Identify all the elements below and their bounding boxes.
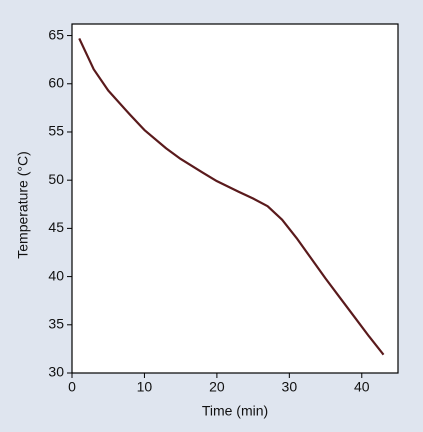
y-tick-label: 30 — [48, 364, 64, 380]
x-tick-label: 0 — [68, 379, 76, 395]
y-tick-label: 60 — [48, 74, 64, 90]
plot-area — [71, 23, 399, 374]
y-tick-label: 50 — [48, 171, 64, 187]
y-tick-label: 40 — [48, 267, 64, 283]
x-tick-label: 10 — [137, 379, 153, 395]
x-tick-label: 40 — [354, 379, 370, 395]
line — [78, 37, 385, 356]
y-axis-label: Temperature (°C) — [15, 151, 31, 259]
y-tick-label: 55 — [48, 123, 64, 139]
y-tick-label: 35 — [48, 315, 64, 331]
x-axis-label: Time (min) — [202, 403, 268, 419]
y-tick-label: 65 — [48, 26, 64, 42]
x-tick-label: 30 — [282, 379, 298, 395]
y-tick-label: 45 — [48, 219, 64, 235]
x-tick-label: 20 — [209, 379, 225, 395]
